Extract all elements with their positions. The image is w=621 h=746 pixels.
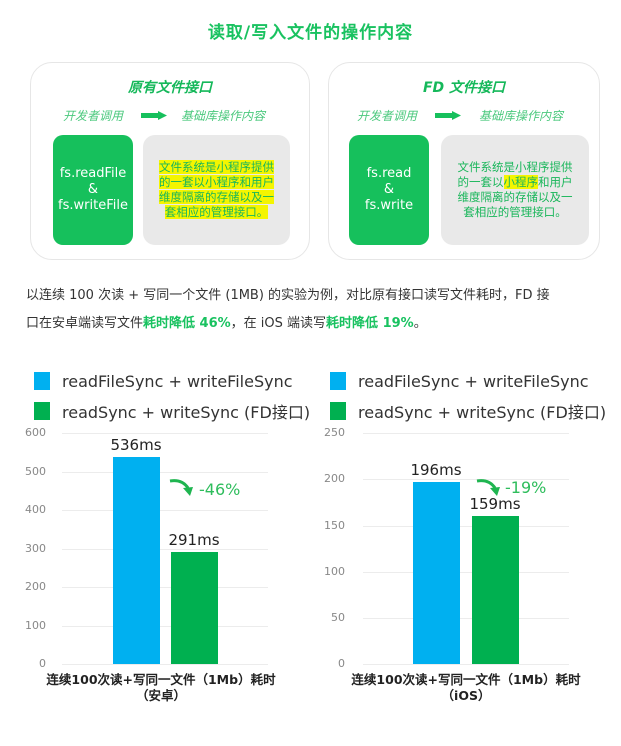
legend-item: readFileSync + writeFileSync: [34, 366, 310, 396]
gridline: [363, 664, 569, 665]
description-paragraph: 以连续 100 次读 + 写同一个文件 (1MB) 的实验为例，对比原有接口读写…: [26, 282, 606, 338]
legend-item: readSync + writeSync (FD接口): [330, 396, 606, 426]
gridline: [363, 433, 569, 434]
gridline: [363, 479, 569, 480]
api-box: fs.readFile & fs.writeFile: [53, 135, 133, 245]
y-tick: 0: [39, 657, 46, 670]
chart-legend-ios: readFileSync + writeFileSync readSync + …: [330, 366, 606, 426]
api-line: fs.readFile: [59, 166, 127, 181]
paragraph-line: 口在安卓端读写文件耗时降低 46%，在 iOS 端读写耗时降低 19%。: [26, 316, 427, 331]
gridline: [62, 472, 268, 473]
bar-chart-ios: 250 200 150 100 50 0 196ms 159ms -19% 连续…: [315, 420, 595, 720]
x-axis-label: 连续100次读+写同一文件（1Mb）耗时 （iOS）: [351, 672, 581, 703]
legend-swatch-green: [34, 402, 50, 420]
legend-swatch-blue: [330, 372, 346, 390]
bar-readfilesync: [113, 457, 160, 664]
bar-value-label: 536ms: [110, 436, 162, 454]
highlighted-text: 小程序: [503, 175, 538, 189]
arrow-right-icon: [435, 111, 461, 120]
flow-to-label: 基础库操作内容: [479, 109, 564, 123]
legend-swatch-green: [330, 402, 346, 420]
y-tick: 150: [324, 519, 345, 532]
gridline: [363, 572, 569, 573]
y-tick: 600: [25, 426, 46, 439]
y-tick: 200: [324, 472, 345, 485]
ios-reduction: 耗时降低 19%: [326, 316, 414, 331]
description-text: 文件系统是小程序提供 的一套以小程序和用户 维度隔离的存储以及一 套相应的管理接…: [457, 160, 573, 219]
bar-value-label: 159ms: [469, 495, 521, 513]
bar-readsync: [171, 552, 218, 664]
y-tick: 100: [25, 619, 46, 632]
android-reduction: 耗时降低 46%: [143, 316, 231, 331]
gridline: [363, 618, 569, 619]
flow-from-label: 开发者调用: [357, 109, 418, 123]
legend-item: readFileSync + writeFileSync: [330, 366, 606, 396]
card-title: FD 文件接口: [422, 80, 506, 96]
gridline: [62, 433, 268, 434]
chart-legend-android: readFileSync + writeFileSync readSync + …: [34, 366, 310, 426]
flow-row: 开发者调用 基础库操作内容: [329, 105, 599, 125]
y-tick: 200: [25, 580, 46, 593]
y-tick: 300: [25, 542, 46, 555]
bar-readsync: [472, 516, 519, 664]
bar-chart-android: 600 500 400 300 200 100 0 536ms 291ms -4…: [20, 420, 300, 720]
y-tick: 100: [324, 565, 345, 578]
api-line: &: [383, 182, 395, 197]
legend-item: readSync + writeSync (FD接口): [34, 396, 310, 426]
decrease-arrow-icon: [169, 479, 193, 496]
x-axis-label: 连续100次读+写同一文件（1Mb）耗时 （安卓）: [46, 672, 276, 703]
decrease-arrow-icon: [476, 479, 500, 496]
flow-row: 开发者调用 基础库操作内容: [31, 105, 309, 125]
gridline: [62, 587, 268, 588]
page-title: 读取/写入文件的操作内容: [207, 23, 414, 43]
gridline: [62, 626, 268, 627]
api-box: fs.read & fs.write: [349, 135, 429, 245]
y-tick: 400: [25, 503, 46, 516]
bar-readfilesync: [413, 482, 460, 664]
card-fd-interface: FD 文件接口 开发者调用 基础库操作内容 fs.read & fs.write…: [328, 62, 600, 260]
y-tick: 50: [331, 611, 345, 624]
arrow-right-icon: [141, 111, 167, 120]
gridline: [62, 664, 268, 665]
api-line: fs.writeFile: [58, 198, 128, 213]
card-title: 原有文件接口: [128, 80, 212, 96]
y-tick: 500: [25, 465, 46, 478]
paragraph-line: 以连续 100 次读 + 写同一个文件 (1MB) 的实验为例，对比原有接口读写…: [26, 288, 550, 303]
description-box: 文件系统是小程序提供 的一套以小程序和用户 维度隔离的存储以及一 套相应的管理接…: [143, 135, 290, 245]
gridline: [62, 510, 268, 511]
reduction-annotation: -19%: [505, 478, 547, 497]
legend-swatch-blue: [34, 372, 50, 390]
api-line: fs.write: [364, 198, 414, 213]
reduction-annotation: -46%: [199, 480, 241, 499]
description-text: 文件系统是小程序提供 的一套以小程序和用户 维度隔离的存储以及一 套相应的管理接…: [159, 160, 274, 219]
api-line: fs.read: [366, 166, 412, 181]
y-tick: 0: [338, 657, 345, 670]
flow-from-label: 开发者调用: [63, 109, 124, 123]
bar-value-label: 196ms: [410, 461, 462, 479]
api-line: &: [87, 182, 99, 197]
gridline: [363, 526, 569, 527]
flow-to-label: 基础库操作内容: [181, 109, 266, 123]
card-original-interface: 原有文件接口 开发者调用 基础库操作内容 fs.readFile & fs.wr…: [30, 62, 310, 260]
description-box: 文件系统是小程序提供 的一套以小程序和用户 维度隔离的存储以及一 套相应的管理接…: [441, 135, 589, 245]
bar-value-label: 291ms: [168, 531, 220, 549]
y-tick: 250: [324, 426, 345, 439]
gridline: [62, 549, 268, 550]
